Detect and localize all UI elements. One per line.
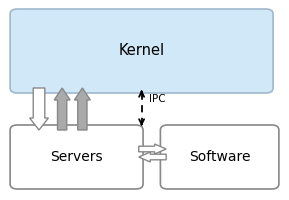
FancyArrow shape: [139, 144, 166, 154]
FancyBboxPatch shape: [10, 125, 143, 189]
FancyArrow shape: [29, 88, 48, 130]
Text: Servers: Servers: [50, 150, 103, 164]
Text: IPC: IPC: [149, 94, 166, 104]
FancyBboxPatch shape: [10, 9, 273, 93]
FancyArrow shape: [139, 152, 166, 162]
Text: Software: Software: [189, 150, 250, 164]
FancyArrow shape: [74, 88, 90, 130]
FancyArrow shape: [54, 88, 70, 130]
Text: Kernel: Kernel: [118, 43, 165, 58]
FancyBboxPatch shape: [160, 125, 279, 189]
